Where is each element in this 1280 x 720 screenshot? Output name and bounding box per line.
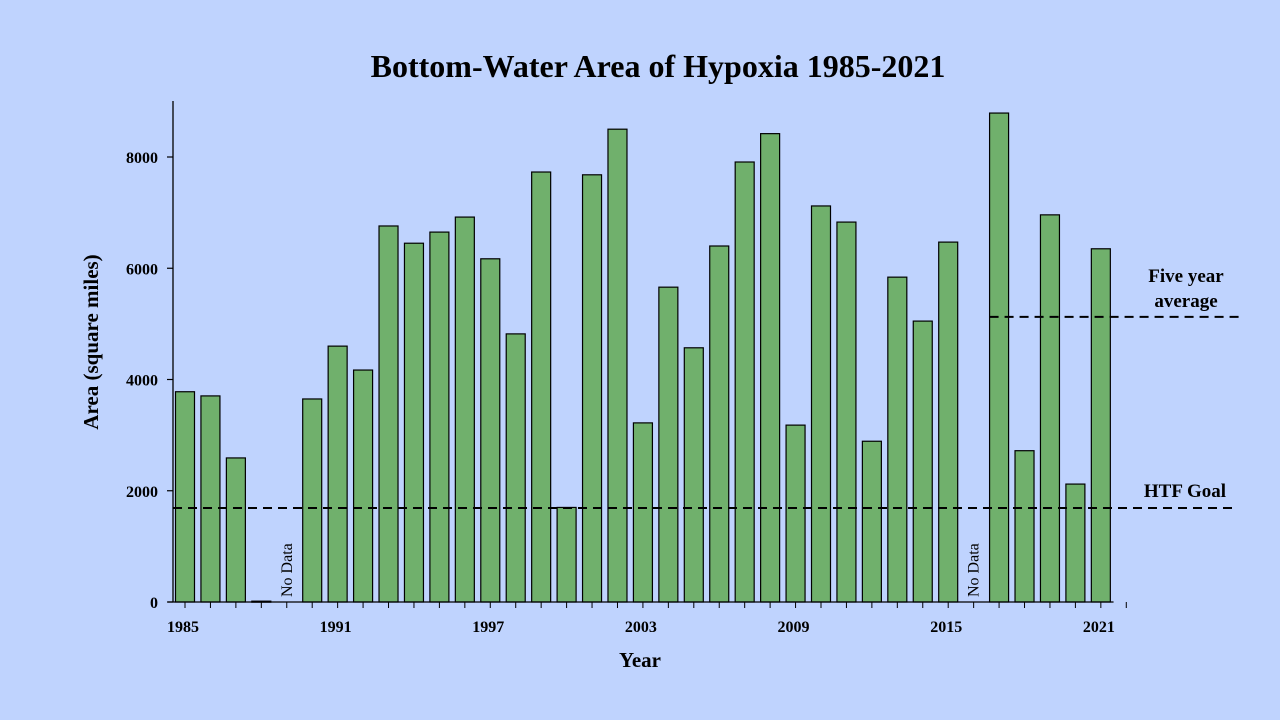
- x-tick-label: 2009: [778, 619, 810, 636]
- x-axis-label: Year: [619, 648, 661, 672]
- bar-1991: [327, 345, 348, 603]
- y-axis-label: Area (square miles): [79, 254, 103, 429]
- y-tick-label: 6000: [126, 261, 158, 278]
- bar-2021: [1090, 248, 1111, 603]
- x-tick-label: 2015: [930, 619, 962, 636]
- bar-2004: [658, 286, 679, 603]
- bar-1997: [480, 258, 501, 603]
- bar-2014: [912, 320, 933, 603]
- five-year-average-label: average: [1154, 291, 1217, 312]
- bar-2012: [861, 440, 882, 603]
- bar-1995: [429, 231, 450, 603]
- bar-2018: [1014, 450, 1035, 603]
- bar-1996: [454, 216, 475, 603]
- chart-title: Bottom-Water Area of Hypoxia 1985-2021: [371, 48, 946, 84]
- bar-1994: [403, 242, 425, 603]
- bar-2008: [760, 133, 781, 603]
- y-tick-label: 8000: [126, 150, 158, 167]
- x-tick-label: 1985: [167, 619, 199, 636]
- no-data-label: No Data: [966, 543, 983, 597]
- x-tick-label: 2021: [1083, 619, 1115, 636]
- bar-2005: [683, 347, 704, 603]
- five-year-average-label: Five year: [1148, 266, 1224, 287]
- bar-2007: [734, 161, 755, 603]
- bar-2017: [988, 112, 1010, 603]
- bar-1992: [352, 369, 374, 603]
- bar-2001: [581, 174, 603, 603]
- bar-1993: [378, 225, 399, 603]
- y-tick-label: 2000: [126, 484, 158, 501]
- bar-1986: [200, 395, 221, 603]
- bar-2000: [556, 506, 577, 603]
- bar-2015: [938, 241, 959, 603]
- bar-1985: [174, 391, 196, 603]
- x-tick-label: 1997: [472, 619, 504, 636]
- bar-1998: [505, 333, 526, 603]
- bar-2013: [887, 276, 908, 603]
- bar-1990: [302, 398, 323, 603]
- bar-1987: [225, 457, 246, 603]
- y-tick-label: 4000: [126, 373, 158, 390]
- bar-2002: [607, 128, 628, 603]
- x-tick-label: 1991: [320, 619, 352, 636]
- bar-2019: [1039, 214, 1061, 603]
- x-tick-label: 2003: [625, 619, 657, 636]
- bar-2006: [709, 245, 730, 603]
- bar-2020: [1065, 483, 1086, 603]
- htf-goal-label: HTF Goal: [1144, 481, 1226, 502]
- no-data-label: No Data: [279, 543, 296, 597]
- bar-2011: [836, 221, 857, 603]
- bar-2003: [632, 422, 654, 603]
- bar-1999: [531, 171, 552, 603]
- y-tick-label: 0: [150, 595, 158, 612]
- bar-2010: [810, 205, 832, 603]
- bar-2009: [785, 424, 806, 603]
